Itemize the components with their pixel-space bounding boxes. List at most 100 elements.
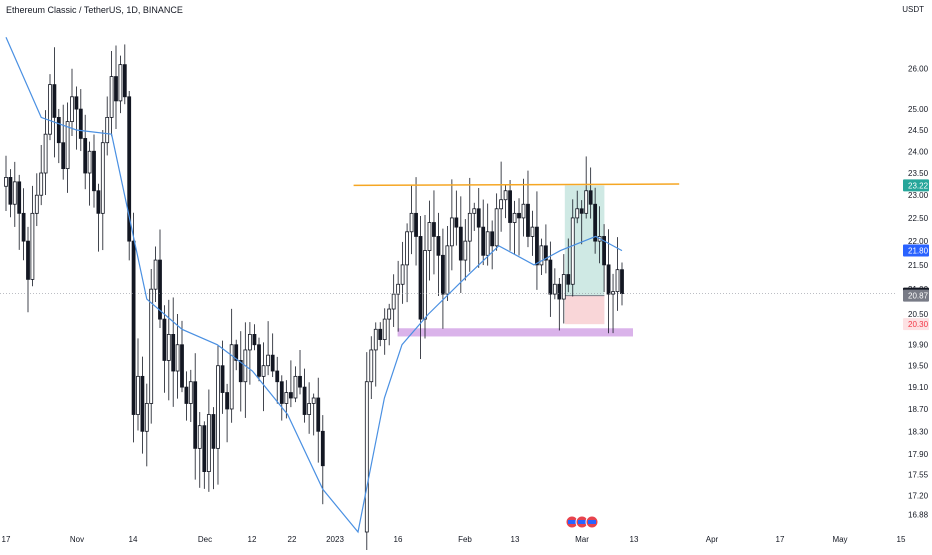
y-tick-label: 18.30 [908, 427, 929, 436]
candle-down [56, 117, 61, 144]
y-tick-label: 21.50 [908, 261, 929, 270]
price-tag-label: 20.87 [908, 292, 929, 301]
candle-up [153, 259, 158, 290]
candle-up [396, 283, 401, 295]
candle-down [257, 344, 261, 377]
candle-up [472, 208, 477, 214]
y-tick-label: 24.50 [908, 126, 929, 135]
candle-down [620, 269, 624, 295]
candle-down [8, 177, 13, 205]
candle-up [261, 365, 266, 377]
candle-down [193, 381, 198, 449]
y-tick-label: 20.50 [908, 310, 929, 319]
candle-up [307, 403, 312, 415]
candle-up [197, 425, 202, 449]
price-tag-label: 20.30 [908, 320, 929, 329]
candle-down [302, 386, 307, 415]
y-tick-label: 17.55 [908, 471, 929, 480]
candle-up [570, 217, 575, 285]
candle-down [171, 334, 176, 372]
y-tick-label: 19.10 [908, 383, 929, 392]
y-tick-label: 19.90 [908, 341, 929, 350]
candle-down [566, 274, 571, 285]
candle-up [575, 208, 580, 219]
zones [397, 185, 633, 337]
candle-up [405, 231, 409, 266]
candle-down [298, 375, 302, 388]
candle-up [109, 76, 114, 118]
candle-down [316, 397, 321, 432]
candle-down [270, 354, 275, 372]
price-tag-ma [903, 244, 929, 257]
currency-label: USDT [902, 5, 924, 14]
annotation-lines [0, 183, 895, 294]
candle-down [96, 190, 101, 214]
candle-down [279, 381, 284, 404]
candle-up [427, 222, 432, 251]
x-tick-label: Nov [70, 535, 84, 544]
candle-down [557, 283, 562, 300]
event-flags[interactable] [565, 515, 599, 529]
y-tick-label: 16.88 [908, 511, 929, 520]
price-tag-stop [903, 318, 929, 331]
candle-up [611, 291, 615, 295]
candle-up [584, 190, 589, 214]
candle-up [382, 318, 387, 340]
candle-up [494, 208, 499, 247]
candle-up [65, 121, 70, 170]
chart-title: Ethereum Classic / TetherUS, 1D, BINANCE [6, 5, 183, 15]
x-tick-label: 2023 [326, 535, 344, 544]
candle-down [436, 236, 441, 256]
candle-up [39, 172, 44, 196]
loss-zone [564, 295, 605, 325]
candle-down [588, 190, 593, 205]
candle-up [445, 245, 450, 295]
candle-down [606, 264, 611, 295]
candle-up [530, 226, 535, 237]
candle-up [87, 150, 92, 174]
candle-up [48, 84, 52, 135]
event-flag-band [568, 520, 576, 524]
candle-up [409, 212, 414, 233]
candle-down [158, 259, 162, 320]
candle-up [188, 381, 193, 404]
candle-up [369, 349, 374, 383]
candle-down [220, 365, 225, 393]
candle-up [463, 240, 468, 261]
y-tick-label: 17.20 [908, 491, 929, 500]
candle-down [131, 240, 136, 415]
price-tag-label: 23.22 [908, 181, 929, 190]
candle-up [144, 403, 149, 432]
price-tag-label: 21.80 [908, 247, 929, 256]
candle-up [373, 328, 378, 351]
candle-down [288, 392, 293, 399]
candle-down [184, 386, 189, 404]
y-tick-label: 17.90 [908, 450, 929, 459]
candle-up [449, 217, 454, 247]
candle-up [539, 245, 544, 266]
x-tick-label: Dec [198, 535, 212, 544]
x-tick-label: May [832, 535, 847, 544]
resistance-line [353, 183, 680, 187]
candle-down [593, 203, 598, 242]
candle-up [364, 381, 369, 533]
candle-down [490, 231, 495, 247]
x-tick-label: 13 [511, 535, 520, 544]
y-axis: 26.00 25.00 24.50 24.00 23.50 23.00 22.50 22.00… [908, 65, 929, 520]
candle-up [118, 64, 123, 102]
candle-down [548, 259, 553, 295]
candle-down [418, 236, 423, 320]
candle-up [149, 288, 154, 404]
x-tick-label: 17 [776, 535, 785, 544]
x-tick-label: 13 [630, 535, 639, 544]
candle-up [387, 308, 392, 320]
candle-down [378, 328, 383, 340]
candle-down [52, 84, 57, 118]
price-tag-target [903, 179, 929, 192]
candle-down [78, 108, 83, 139]
candle-down [476, 208, 481, 228]
candle-down [414, 212, 418, 237]
candle-up [266, 354, 271, 367]
